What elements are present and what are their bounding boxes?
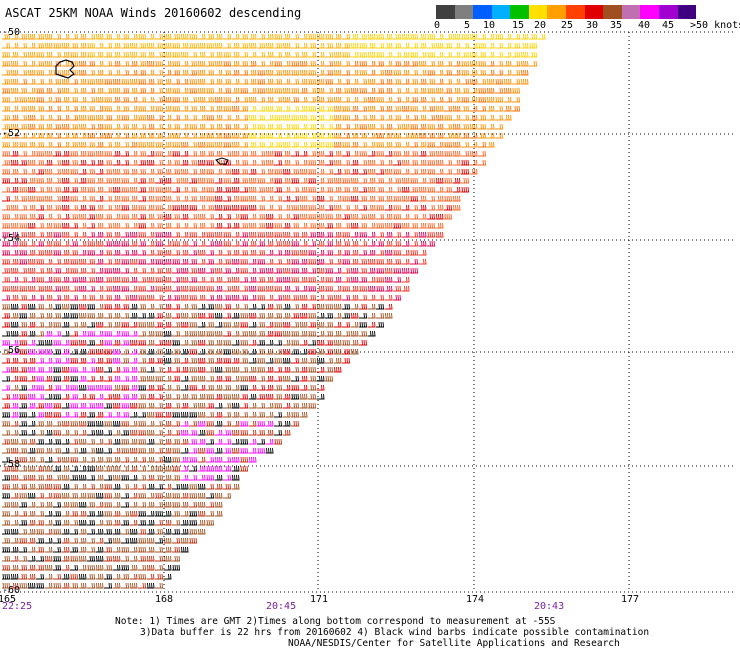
left-edge-longitude-label: 165: [0, 594, 17, 605]
colorbar-label: 0: [434, 20, 441, 31]
note-line-1: Note: 1) Times are GMT 2)Times along bot…: [115, 616, 556, 627]
colorbar-labels: 0 5 10 15 20 25 30 35 40 45 >50 knots: [426, 20, 740, 34]
wind-barb-group: [2, 150, 486, 229]
time-label-left: 22:25: [2, 601, 33, 612]
wind-barb-group: [2, 303, 393, 589]
latitude-label: -58: [2, 459, 20, 470]
colorbar-swatch: [677, 5, 697, 19]
wind-barb-group: [2, 330, 274, 481]
note-line-2: 3)Data buffer is 22 hrs from 20160602 4)…: [140, 627, 650, 638]
lat-lon-grid: [0, 31, 735, 593]
colorbar-label: 45: [662, 20, 675, 31]
colorbar-swatch: [436, 5, 455, 19]
colorbar-label: 5: [464, 20, 471, 31]
colorbar-swatch: [640, 5, 659, 19]
longitude-label-174: 174: [466, 594, 485, 605]
colorbar-swatch: [454, 5, 474, 19]
island-outlines: [55, 59, 229, 165]
time-label-mid: 20:45: [266, 601, 297, 612]
latitude-label: -56: [2, 345, 20, 356]
wind-barb-group: [87, 33, 350, 58]
longitude-label-171: 171: [310, 594, 329, 605]
wind-barb-group: [248, 105, 333, 148]
longitude-label-177: 177: [621, 594, 640, 605]
latitude-label: -50: [2, 27, 20, 38]
colorbar-label: 25: [561, 20, 574, 31]
colorbar-swatch: [547, 5, 567, 19]
colorbar-swatch: [658, 5, 678, 19]
wind-barb-group: [2, 231, 435, 301]
note-line-3: NOAA/NESDIS/Center for Satellite Applica…: [288, 638, 620, 649]
latitude-labels: -50 -52 -54 -56 -58 -60: [2, 27, 20, 596]
latitude-label: -60: [2, 585, 20, 596]
wind-barb-group: [2, 420, 299, 589]
colorbar-label: 20: [534, 20, 547, 31]
wind-barb-group: [350, 33, 546, 58]
map-title: ASCAT 25KM NOAA Winds 20160602 descendin…: [5, 6, 302, 20]
colorbar-swatch: [528, 5, 548, 19]
island-outline: [215, 157, 229, 165]
colorbar-swatch: [491, 5, 511, 19]
colorbar-label: 30: [586, 20, 599, 31]
time-label-right: 20:43: [534, 601, 565, 612]
wind-speed-colorbar: [436, 5, 697, 19]
colorbar-swatch: [473, 5, 492, 19]
colorbar-swatch: [603, 5, 622, 19]
wind-barbs-layer: [2, 33, 546, 589]
wind-barb-group: [2, 60, 537, 148]
latitude-label: -52: [2, 128, 20, 139]
longitude-label-168: 168: [155, 594, 174, 605]
wind-barb-group: [2, 150, 469, 418]
colorbar-label: 40: [638, 20, 651, 31]
wind-barb-group: [2, 33, 87, 58]
latitude-label: -54: [2, 233, 20, 244]
colorbar-swatch: [584, 5, 604, 19]
colorbar-label: 35: [610, 20, 623, 31]
colorbar-swatch: [510, 5, 529, 19]
colorbar-swatch: [566, 5, 585, 19]
wind-barb-group: [2, 303, 384, 589]
wind-barb-group: [2, 231, 444, 301]
colorbar-label: >50 knots: [690, 20, 740, 31]
colorbar-label: 10: [483, 20, 496, 31]
wind-barb-group: [2, 60, 529, 148]
colorbar-swatch: [621, 5, 641, 19]
island-outline: [55, 59, 75, 79]
colorbar-label: 15: [512, 20, 525, 31]
